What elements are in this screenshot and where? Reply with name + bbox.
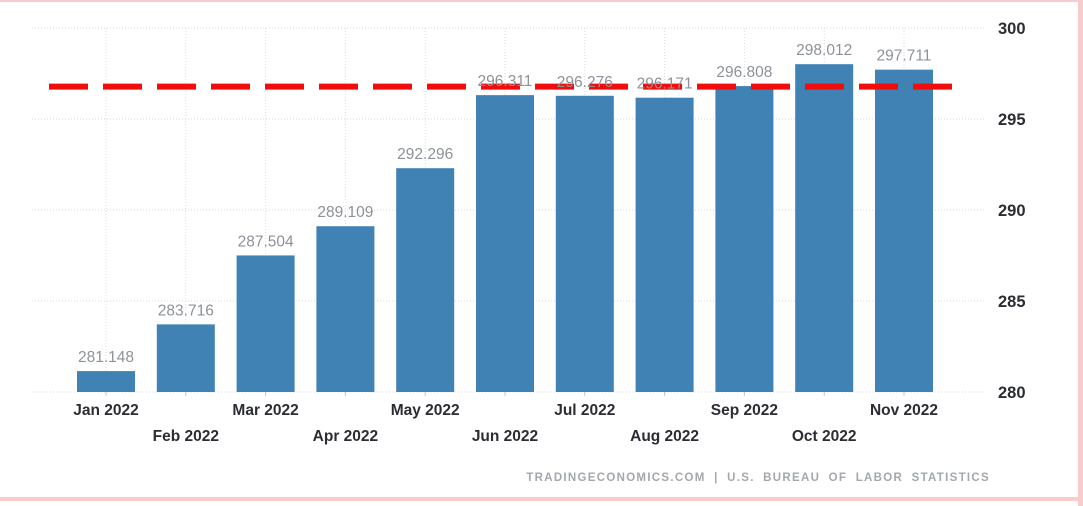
bar-mar-2022[interactable] bbox=[236, 255, 295, 392]
bar-sep-2022[interactable] bbox=[715, 86, 774, 393]
bar-oct-2022[interactable] bbox=[795, 64, 854, 392]
bar-jun-2022[interactable] bbox=[476, 95, 534, 392]
bar-nov-2022[interactable] bbox=[875, 69, 933, 393]
x-axis-month-label: Sep 2022 bbox=[711, 402, 778, 419]
bar-value-label: 296.171 bbox=[637, 76, 693, 93]
y-axis-tick-label: 295 bbox=[998, 111, 1026, 129]
x-axis-month-label: Mar 2022 bbox=[232, 402, 298, 419]
bar-value-label: 298.012 bbox=[796, 42, 852, 59]
widget-border-top bbox=[0, 0, 1083, 2]
bar-value-label: 289.109 bbox=[317, 204, 373, 221]
bar-value-label: 283.716 bbox=[158, 302, 214, 319]
bar-value-label: 296.808 bbox=[716, 64, 772, 81]
bar-value-label: 292.296 bbox=[397, 146, 453, 163]
y-axis-tick-label: 285 bbox=[998, 293, 1026, 311]
bar-may-2022[interactable] bbox=[396, 168, 455, 392]
bar-value-label: 281.148 bbox=[78, 349, 134, 366]
bar-value-label: 296.276 bbox=[557, 74, 613, 91]
attribution-source-link[interactable]: TRADINGECONOMICS.COM | U.S. BUREAU OF LA… bbox=[526, 472, 990, 484]
bar-aug-2022[interactable] bbox=[635, 97, 694, 392]
x-axis-month-label: Nov 2022 bbox=[870, 402, 938, 419]
bar-jul-2022[interactable] bbox=[555, 95, 614, 393]
bar-value-label: 297.711 bbox=[877, 48, 932, 65]
widget-border-bottom bbox=[0, 497, 1083, 501]
widget-border-right bbox=[1078, 0, 1083, 506]
y-axis-tick-label: 290 bbox=[998, 202, 1026, 220]
bar-feb-2022[interactable] bbox=[156, 324, 215, 392]
x-axis-month-label: Jun 2022 bbox=[472, 428, 538, 445]
x-axis-month-label: Jan 2022 bbox=[73, 402, 139, 419]
bar-value-label: 287.504 bbox=[238, 233, 294, 250]
x-axis-month-label: Apr 2022 bbox=[313, 428, 378, 445]
x-axis-month-label: Oct 2022 bbox=[792, 428, 857, 445]
y-axis-tick-label: 300 bbox=[998, 20, 1026, 38]
x-axis-month-label: Aug 2022 bbox=[630, 428, 699, 445]
bar-apr-2022[interactable] bbox=[316, 226, 375, 392]
bar-jan-2022[interactable] bbox=[77, 371, 135, 392]
x-axis-month-label: Jul 2022 bbox=[554, 402, 615, 419]
y-axis-tick-label: 280 bbox=[998, 384, 1026, 402]
bar-value-label: 296.311 bbox=[478, 73, 533, 90]
x-axis-month-label: Feb 2022 bbox=[153, 428, 219, 445]
x-axis-month-label: May 2022 bbox=[391, 402, 460, 419]
